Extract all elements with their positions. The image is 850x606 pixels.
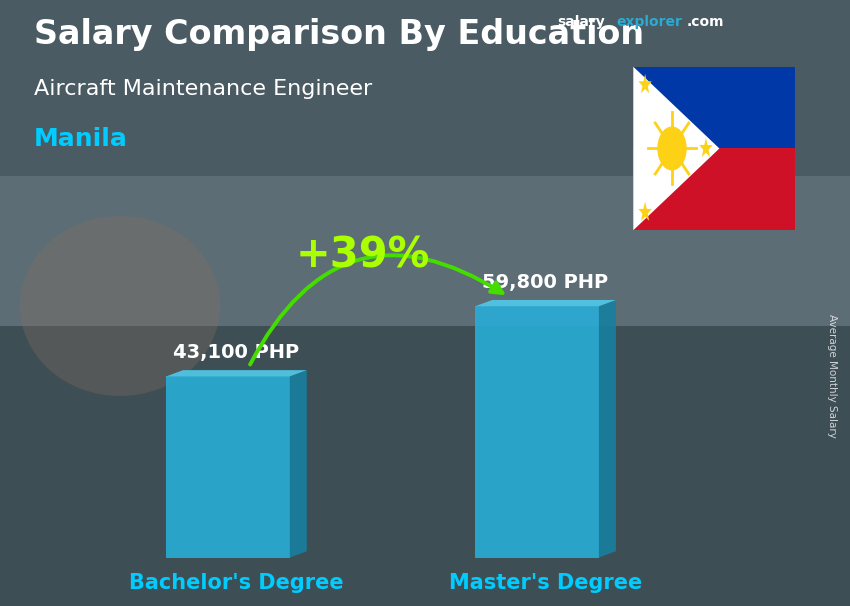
Bar	[0, 326, 850, 606]
Text: .com: .com	[687, 15, 724, 29]
Polygon shape	[633, 67, 719, 230]
Bar	[0, 0, 850, 176]
Polygon shape	[638, 74, 652, 93]
Text: +39%: +39%	[296, 235, 430, 277]
Bar	[633, 148, 795, 230]
Text: Manila: Manila	[34, 127, 127, 152]
Polygon shape	[166, 370, 307, 376]
Polygon shape	[599, 300, 616, 558]
Text: Bachelor's Degree: Bachelor's Degree	[129, 573, 343, 593]
Text: Master's Degree: Master's Degree	[449, 573, 642, 593]
Polygon shape	[700, 138, 712, 157]
Text: 43,100 PHP: 43,100 PHP	[173, 343, 299, 362]
Bar	[0, 0, 850, 326]
Text: Aircraft Maintenance Engineer: Aircraft Maintenance Engineer	[34, 79, 372, 99]
Text: Salary Comparison By Education: Salary Comparison By Education	[34, 18, 644, 51]
Polygon shape	[290, 370, 307, 558]
Text: explorer: explorer	[616, 15, 682, 29]
Ellipse shape	[20, 216, 220, 396]
Polygon shape	[166, 376, 290, 558]
Text: salary: salary	[557, 15, 604, 29]
Text: Average Monthly Salary: Average Monthly Salary	[827, 314, 837, 438]
Polygon shape	[475, 306, 599, 558]
Polygon shape	[638, 202, 652, 221]
Circle shape	[658, 127, 686, 170]
Text: 59,800 PHP: 59,800 PHP	[483, 273, 609, 292]
Polygon shape	[475, 300, 616, 306]
Bar	[633, 67, 795, 148]
